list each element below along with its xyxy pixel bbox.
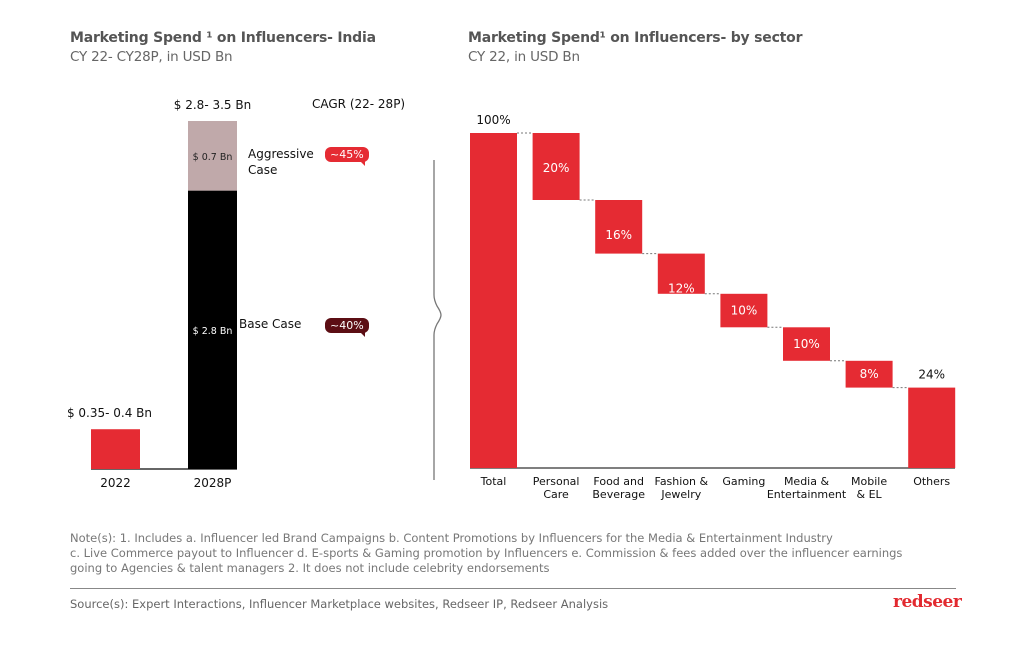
source-text: Source(s): Expert Interactions, Influenc… — [70, 597, 609, 611]
bar-2028P-aggressive — [188, 121, 237, 191]
data-label-7: 24% — [918, 368, 945, 382]
x-tick-label-5-0: Media & — [784, 475, 830, 488]
left-chart-subtitle: CY 22- CY28P, in USD Bn — [70, 49, 233, 65]
redseer-logo: redseer — [893, 592, 962, 612]
data-label-0: 100% — [476, 113, 510, 127]
x-tick-label-3-1: Jewelry — [660, 488, 701, 501]
segment-label-base: $ 2.8 Bn — [193, 326, 233, 337]
x-tick-2028P: 2028P — [194, 476, 232, 490]
segment-label-aggressive: $ 0.7 Bn — [193, 152, 233, 163]
x-tick-label-2-0: Food and — [593, 475, 644, 488]
x-tick-label-0-0: Total — [480, 475, 507, 488]
aggressive-case-label-line2: Case — [248, 163, 278, 177]
x-tick-label-2-1: Beverage — [592, 488, 645, 501]
data-label-3: 12% — [668, 282, 695, 296]
aggressive-case-label-line1: Aggressive — [248, 147, 314, 161]
bar-2022-base — [91, 429, 140, 469]
waterfall-bar-6 — [845, 360, 893, 388]
x-tick-label-4-0: Gaming — [722, 475, 765, 488]
right-chart-title: Marketing Spend¹ on Influencers- by sect… — [468, 30, 803, 46]
total-label-2022: $ 0.35- 0.4 Bn — [67, 406, 152, 420]
waterfall-bar-0 — [470, 133, 517, 468]
notes: Note(s): 1. Includes a. Influencer led B… — [70, 531, 970, 576]
waterfall-bar-3 — [657, 253, 705, 294]
chart-divider-brace — [433, 160, 442, 480]
notes-line-1: Note(s): 1. Includes a. Influencer led B… — [70, 531, 833, 545]
x-tick-label-5-1: Entertainment — [767, 488, 847, 501]
aggressive-cagr-badge: ~45% — [325, 147, 369, 166]
x-tick-label-6-1: & EL — [857, 488, 883, 501]
x-tick-label-3-0: Fashion & — [655, 475, 709, 488]
data-label-4: 10% — [731, 304, 758, 318]
aggressive-case-label: Aggressive Case — [248, 146, 314, 178]
footer-divider — [70, 588, 956, 589]
waterfall-bar-7 — [908, 387, 956, 468]
data-label-5: 10% — [793, 337, 820, 351]
x-tick-label-1-0: Personal — [533, 475, 580, 488]
notes-line-3: going to Agencies & talent managers 2. I… — [70, 561, 550, 575]
waterfall-bar-4 — [720, 293, 768, 328]
cagr-header: CAGR (22- 28P) — [312, 97, 406, 111]
bar-2028P-base — [188, 190, 237, 469]
left-chart: $ 0.35- 0.4 Bn 2022 $ 0.7 Bn $ 2.8 Bn $ 2.8-… — [67, 98, 251, 490]
base-cagr-badge: ~40% — [325, 318, 369, 337]
total-label-2028P: $ 2.8- 3.5 Bn — [174, 98, 251, 112]
x-tick-label-1-1: Care — [543, 488, 569, 501]
base-case-label: Base Case — [239, 317, 302, 331]
right-chart-subtitle: CY 22, in USD Bn — [468, 49, 580, 65]
waterfall-bar-2 — [595, 200, 643, 254]
x-tick-label-6-0: Mobile — [851, 475, 887, 488]
left-chart-title: Marketing Spend ¹ on Influencers- India — [70, 30, 376, 46]
data-label-2: 16% — [605, 228, 632, 242]
data-label-6: 8% — [860, 367, 879, 381]
waterfall-bar-1 — [532, 133, 580, 200]
x-tick-label-7-0: Others — [913, 475, 950, 488]
waterfall-bar-5 — [783, 327, 830, 361]
x-tick-2022: 2022 — [100, 476, 131, 490]
data-label-1: 20% — [543, 161, 570, 175]
notes-line-2: c. Live Commerce payout to Influencer d.… — [70, 546, 903, 560]
